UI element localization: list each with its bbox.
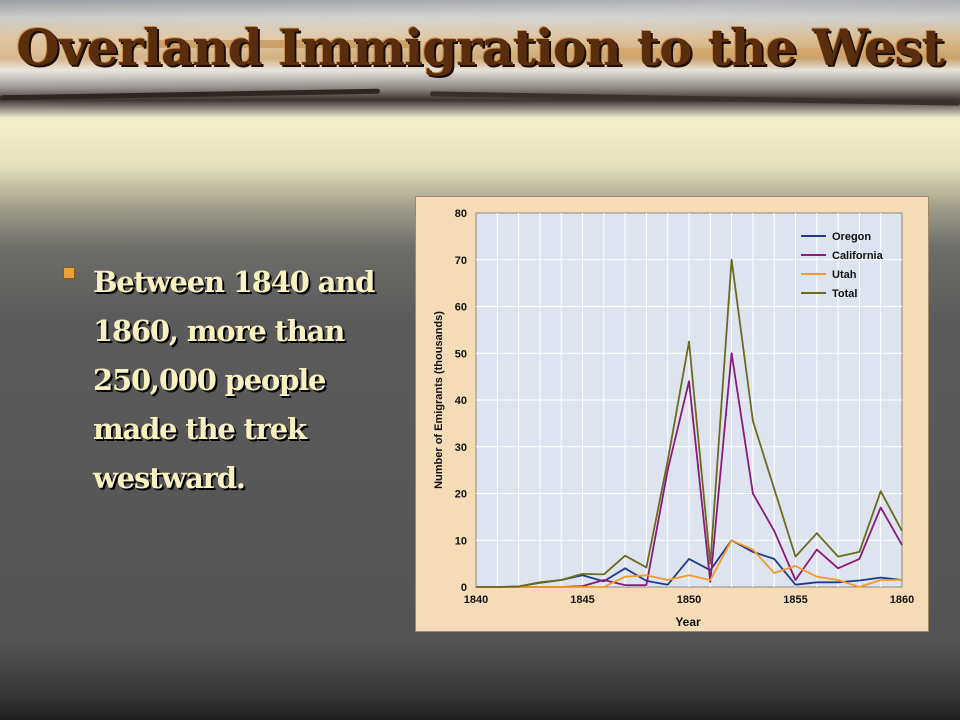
y-tick-label: 60: [455, 302, 467, 314]
y-tick-labels: 0 10 20 30 40 50 60 70 80: [455, 208, 467, 594]
emigrants-line-chart: 0 10 20 30 40 50 60 70 80 1840 1845 1850 1855 1860 N…: [433, 208, 914, 629]
y-tick-label: 40: [455, 395, 467, 407]
x-tick-label: 1860: [890, 594, 914, 606]
x-tick-label: 1840: [464, 594, 488, 606]
grid: [476, 213, 902, 587]
y-tick-label: 80: [455, 208, 467, 220]
banner-streak: [560, 48, 920, 56]
legend-label: Total: [832, 288, 857, 300]
legend-label: Oregon: [832, 231, 871, 243]
x-tick-label: 1850: [677, 594, 701, 606]
y-axis-label: Number of Emigrants (thousands): [433, 311, 445, 489]
y-tick-label: 30: [455, 442, 467, 454]
x-tick-label: 1845: [570, 594, 594, 606]
y-tick-label: 50: [455, 348, 467, 360]
legend: Oregon California Utah Total: [801, 231, 884, 300]
y-tick-label: 20: [455, 489, 467, 501]
banner-streak: [0, 88, 381, 101]
bullet-text: Between 1840 and 1860, more than 250,000…: [93, 265, 375, 495]
y-tick-label: 70: [455, 255, 467, 267]
x-axis-label: Year: [675, 615, 701, 629]
series-line-total: [476, 258, 903, 588]
y-tick-label: 10: [455, 535, 467, 547]
slide-title: Overland Immigration to the West: [16, 18, 945, 77]
legend-label: Utah: [832, 269, 857, 281]
series-lines: [476, 258, 903, 588]
x-tick-label: 1855: [783, 594, 807, 606]
chart-frame: 0 10 20 30 40 50 60 70 80 1840 1845 1850 1855 1860 N…: [415, 196, 929, 632]
y-tick-label: 0: [461, 582, 467, 594]
banner-streak: [429, 91, 960, 106]
series-line-utah: [476, 539, 902, 588]
legend-label: California: [832, 250, 884, 262]
bullet-square-icon: [63, 267, 75, 279]
title-banner: [0, 0, 960, 118]
x-tick-labels: 1840 1845 1850 1855 1860: [464, 594, 914, 606]
banner-streak: [120, 40, 420, 48]
